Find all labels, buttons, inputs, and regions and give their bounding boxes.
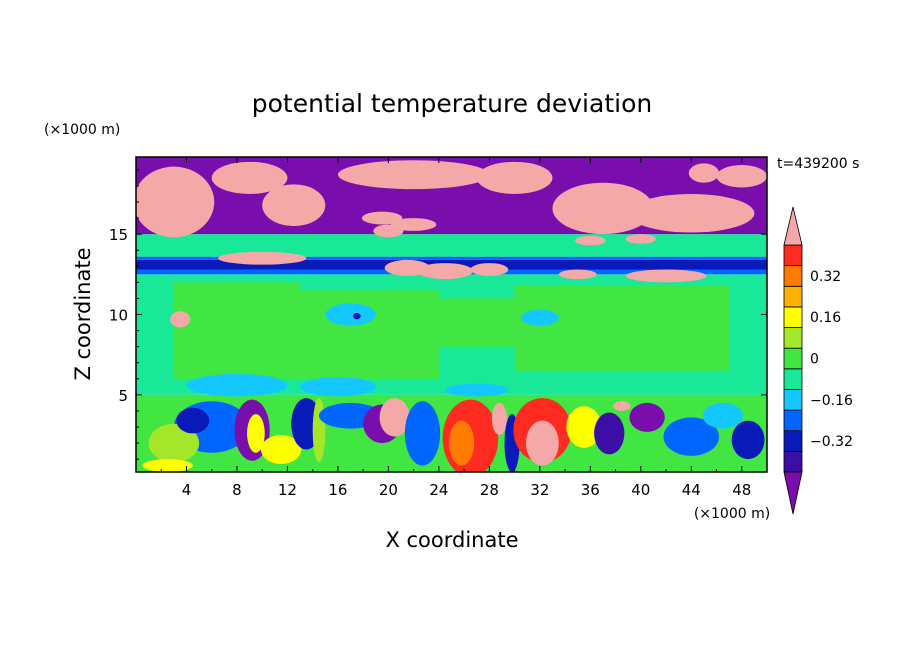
contour-patch: [390, 218, 437, 231]
contour-patch: [731, 420, 765, 460]
contour-patch: [613, 401, 631, 411]
colorbar-tick-label: 0: [810, 352, 819, 368]
x-tick-label: 8: [232, 481, 242, 499]
contour-band: [136, 256, 767, 260]
x-tick-label: 12: [278, 481, 297, 499]
time-label: t=439200 s: [777, 156, 859, 172]
contour-patch: [629, 402, 665, 432]
contour-band: [300, 290, 439, 379]
contour-band: [136, 234, 767, 257]
y-tick-label: 5: [118, 387, 128, 405]
x-tick-label: 24: [429, 481, 448, 499]
x-tick-label: 4: [182, 481, 192, 499]
colorbar-box: [783, 389, 803, 411]
colorbar-tick-label: 0.16: [810, 310, 841, 326]
contour-patch: [312, 398, 326, 463]
y-unit-label: (×1000 m): [44, 122, 120, 138]
colorbar-box: [783, 327, 803, 349]
contour-field: [136, 157, 767, 472]
contour-patch: [186, 373, 288, 397]
x-tick-label: 20: [379, 481, 398, 499]
contour-patch: [558, 269, 597, 280]
contour-patch: [575, 235, 606, 246]
contour-patch: [566, 406, 602, 448]
y-tick-label: 10: [109, 307, 128, 325]
contour-patch: [325, 303, 376, 326]
x-tick-label: 48: [732, 481, 751, 499]
contour-patch: [552, 182, 654, 235]
y-axis-label: Z coordinate: [71, 247, 95, 380]
contour-patch: [448, 420, 475, 466]
contour-patch: [716, 165, 767, 188]
x-unit-label: (×1000 m): [694, 506, 770, 522]
contour-patch: [520, 309, 559, 326]
y-tick-label: 15: [109, 226, 128, 244]
colorbar-bottom-triangle: [783, 471, 803, 515]
contour-patch: [628, 193, 755, 233]
contour-patch: [142, 459, 193, 472]
x-axis: 4 8 12 16 20 24 28 32 36 40 44 48: [160, 157, 768, 499]
contour-band: [173, 282, 301, 379]
contour-patch: [262, 184, 326, 227]
colorbar-box: [783, 306, 803, 328]
colorbar-box: [783, 347, 803, 370]
x-tick-label: 36: [581, 481, 600, 499]
contour-patch: [625, 269, 707, 283]
colorbar-box: [783, 285, 803, 308]
colorbar-top-triangle: [783, 206, 803, 246]
contour-patch: [625, 234, 656, 244]
y-axis: 5 10 15: [109, 169, 767, 460]
x-axis-label: X coordinate: [385, 528, 518, 552]
x-tick-label: 28: [480, 481, 499, 499]
contour-patch: [148, 423, 200, 463]
colorbar-box: [783, 450, 803, 473]
contour-patch: [247, 414, 265, 453]
contour-patch: [337, 160, 490, 190]
contour-patch: [688, 163, 720, 183]
contour-patch: [211, 161, 288, 194]
contour-patch: [594, 412, 625, 455]
colorbar: −0.32 −0.16 0 0.16 0.32: [783, 206, 853, 515]
contour-band: [514, 285, 730, 371]
contour-patch: [136, 166, 215, 238]
contour-patch: [404, 401, 441, 466]
contour-patch: [417, 263, 473, 280]
colorbar-box: [783, 368, 803, 390]
contour-patch: [663, 417, 720, 456]
x-tick-label: 16: [328, 481, 347, 499]
contour-patch: [260, 435, 302, 464]
contour-patch: [476, 161, 553, 194]
contour-patch: [379, 398, 410, 437]
contour-band: [438, 298, 515, 347]
contour-patch: [361, 211, 403, 225]
x-tick-label: 32: [530, 481, 549, 499]
colorbar-box: [783, 409, 803, 432]
x-tick-label: 44: [682, 481, 701, 499]
contour-patch: [218, 251, 307, 265]
colorbar-box: [783, 265, 803, 287]
chart-title: potential temperature deviation: [252, 89, 652, 118]
x-tick-label: 40: [631, 481, 650, 499]
contour-patch: [445, 383, 509, 397]
contour-patch: [170, 311, 191, 328]
contour-patch: [300, 377, 376, 397]
contour-patch: [525, 420, 559, 466]
contour-patch: [491, 402, 508, 436]
contour-patch: [353, 312, 361, 320]
colorbar-box: [783, 244, 803, 267]
colorbar-tick-label: 0.32: [810, 269, 841, 285]
contour-patch: [470, 263, 509, 276]
contour-patch: [176, 407, 210, 434]
contour-patch: [702, 402, 744, 429]
colorbar-tick-label: −0.16: [810, 393, 853, 409]
colorbar-tick-label: −0.32: [810, 434, 853, 450]
colorbar-box: [783, 430, 803, 452]
